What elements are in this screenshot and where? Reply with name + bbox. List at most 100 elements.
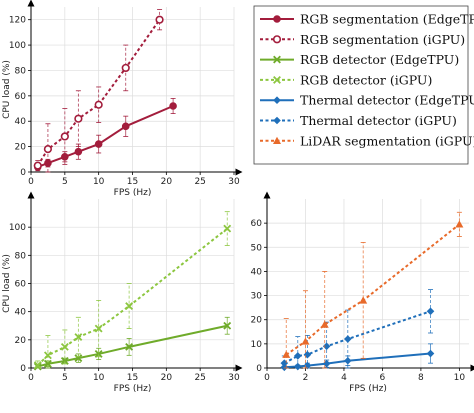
x-tick-label: 5 xyxy=(62,373,68,383)
data-point xyxy=(320,320,329,328)
x-tick-label: 25 xyxy=(194,373,205,383)
legend-label: Thermal detector (EdgeTPU) xyxy=(300,93,474,108)
data-point xyxy=(280,359,289,367)
data-point xyxy=(121,63,130,73)
series-lidar-segmentation-igpu- xyxy=(282,211,464,369)
legend-item: RGB segmentation (EdgeTPU) xyxy=(260,12,474,27)
y-tick-label: 20 xyxy=(15,143,27,153)
y-tick-label: 40 xyxy=(15,117,27,127)
legend-item: RGB detector (EdgeTPU) xyxy=(260,52,459,67)
data-point xyxy=(94,100,103,109)
data-point xyxy=(455,220,464,228)
series-rgb-segmentation-igpu- xyxy=(33,9,164,173)
x-tick-label: 15 xyxy=(127,373,138,383)
y-tick-label: 20 xyxy=(15,336,27,346)
x-tick-label: 25 xyxy=(194,177,205,187)
data-point xyxy=(74,354,83,363)
x-tick-label: 0 xyxy=(28,373,34,383)
data-point xyxy=(223,224,232,233)
x-tick-label: 30 xyxy=(228,177,240,187)
legend-marker xyxy=(273,116,281,125)
legend-label: LiDAR segmentation (iGPU) xyxy=(300,133,474,148)
x-tick-label: 5 xyxy=(62,177,68,187)
legend-frame xyxy=(253,5,469,165)
data-point xyxy=(60,342,69,351)
data-point xyxy=(169,102,177,110)
panel-bottom-right: 0 2 4 6 8 10 0 10 20 30 40 50 60 FPS (Hz) xyxy=(251,191,474,394)
y-tick-label: 60 xyxy=(251,219,263,229)
legend-marker xyxy=(273,136,281,144)
y-tick-label: 50 xyxy=(251,243,263,253)
legend-items: RGB segmentation (EdgeTPU) RGB segmentati… xyxy=(260,12,474,148)
x-axis-label: FPS (Hz) xyxy=(349,384,387,394)
x-tick-label: 6 xyxy=(380,373,386,383)
y-axis-label: CPU load (%) xyxy=(2,254,12,313)
x-tick-label: 10 xyxy=(93,177,105,187)
x-tick-label: 10 xyxy=(93,373,105,383)
y-tick-label: 40 xyxy=(251,267,263,277)
legend-item: LiDAR segmentation (iGPU) xyxy=(260,133,474,148)
legend-marker xyxy=(273,15,281,23)
x-tick-label: 0 xyxy=(28,177,34,187)
x-axis-label: FPS (Hz) xyxy=(114,188,152,198)
legend-item: Thermal detector (iGPU) xyxy=(260,113,457,128)
data-point xyxy=(94,324,103,333)
data-point xyxy=(43,351,52,360)
data-point xyxy=(223,321,232,330)
panel-bottom-left: 0 5 10 15 20 25 30 0 20 40 60 80 100 FPS (Hz) CPU load… xyxy=(2,191,243,394)
data-point xyxy=(74,114,83,123)
legend-item: RGB detector (iGPU) xyxy=(260,72,432,87)
y-tick-label: 100 xyxy=(9,41,26,51)
y-tick-label: 10 xyxy=(251,340,263,350)
legend-label: RGB detector (EdgeTPU) xyxy=(300,52,459,67)
data-point xyxy=(155,15,164,24)
series-thermal-detector-igpu- xyxy=(280,289,435,369)
legend-label: Thermal detector (iGPU) xyxy=(300,113,457,128)
x-tick-label: 30 xyxy=(228,373,240,383)
data-point xyxy=(121,122,130,131)
x-tick-label: 20 xyxy=(161,177,173,187)
data-point xyxy=(426,307,435,316)
data-point xyxy=(33,361,42,370)
x-tick-label: 10 xyxy=(454,373,466,383)
data-point xyxy=(282,350,291,358)
legend-item: RGB segmentation (iGPU) xyxy=(260,32,465,47)
y-tick-label: 0 xyxy=(20,364,26,374)
legend-label: RGB segmentation (iGPU) xyxy=(300,32,465,47)
legend-marker xyxy=(273,55,281,64)
y-axis-label: CPU load (%) xyxy=(2,60,12,119)
legend-marker xyxy=(272,35,282,44)
y-tick-label: 20 xyxy=(251,316,263,326)
y-tick-label: 120 xyxy=(9,16,26,26)
legend-item: Thermal detector (EdgeTPU) xyxy=(260,93,474,108)
series-rgb-segmentation-edgetpu- xyxy=(33,97,177,171)
x-tick-label: 20 xyxy=(161,373,173,383)
data-point xyxy=(301,337,310,345)
data-point xyxy=(74,147,83,156)
data-point xyxy=(74,333,83,341)
x-tick-label: 0 xyxy=(264,373,270,383)
data-point xyxy=(43,145,53,154)
y-tick-label: 40 xyxy=(15,308,27,318)
data-point xyxy=(94,140,103,148)
series-rgb-detector-igpu- xyxy=(33,211,232,370)
data-point xyxy=(303,350,312,359)
x-tick-label: 8 xyxy=(418,373,424,383)
y-tick-label: 0 xyxy=(20,168,26,178)
x-tick-label: 15 xyxy=(127,177,138,187)
x-tick-label: 4 xyxy=(341,373,347,383)
data-point xyxy=(125,302,134,310)
legend-marker xyxy=(273,75,281,84)
legend: RGB segmentation (EdgeTPU) RGB segmentati… xyxy=(253,5,474,165)
data-point xyxy=(344,335,352,343)
series-thermal-detector-edgetpu- xyxy=(280,343,435,372)
series-line xyxy=(285,223,461,356)
legend-marker xyxy=(273,96,281,104)
data-point xyxy=(33,161,42,170)
data-point xyxy=(359,296,368,304)
data-point xyxy=(43,359,52,368)
y-tick-label: 80 xyxy=(15,251,27,261)
x-axis-label: FPS (Hz) xyxy=(114,384,152,394)
data-point xyxy=(293,352,302,360)
